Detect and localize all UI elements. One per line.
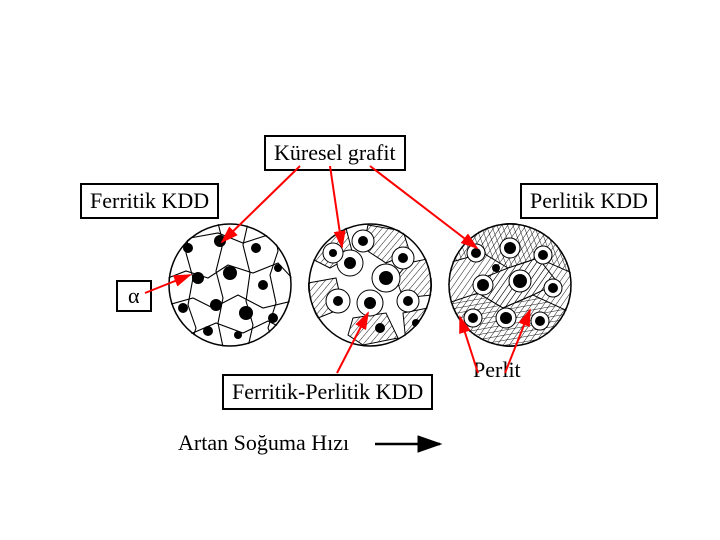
label-ferritic-kdd: Ferritik KDD	[80, 183, 219, 219]
micrograph-ferritic	[168, 223, 292, 347]
micrograph-ferritic-perlitic	[308, 223, 432, 347]
micrograph-perlitic	[448, 223, 572, 347]
label-alpha: α	[116, 280, 152, 312]
label-spherical-graphite: Küresel grafit	[264, 135, 406, 171]
label-perlit: Perlit	[473, 357, 521, 383]
label-ferritic-perlitic-kdd: Ferritik-Perlitik KDD	[222, 374, 433, 410]
label-cooling-rate: Artan Soğuma Hızı	[178, 430, 349, 456]
label-perlitic-kdd: Perlitik KDD	[520, 183, 658, 219]
